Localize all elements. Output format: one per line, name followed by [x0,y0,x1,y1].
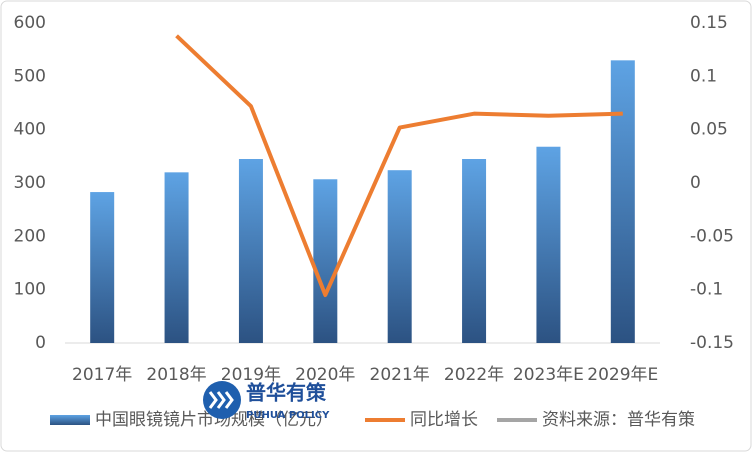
y-tick-label: 200 [14,226,46,246]
bar [164,172,189,343]
x-tick-label: 2023年E [513,365,584,385]
y2-tick-label: 0.1 [690,66,717,86]
bar [536,146,561,343]
bar [313,179,338,343]
y-tick-label: 300 [14,173,46,193]
bar [90,192,115,343]
x-tick-label: 2020年 [295,365,355,385]
y-tick-label: 400 [14,120,46,140]
logo-icon [203,381,241,419]
y-tick-label: 100 [14,280,46,300]
x-tick-label: 2022年 [444,365,504,385]
bar [238,159,263,343]
x-tick-label: 2029年E [587,365,658,385]
logo-icon-mark [208,391,234,409]
logo-title: 普华有策 [246,381,327,405]
y-tick-label: 0 [35,333,46,353]
x-tick-label: 2018年 [146,365,206,385]
legend-swatch [50,415,90,425]
y2-tick-label: 0.05 [690,120,728,140]
y-tick-label: 600 [14,13,46,33]
x-tick-label: 2017年 [72,365,132,385]
bar [387,170,412,343]
bar [462,159,487,343]
x-tick-label: 2019年 [221,365,281,385]
legend-label: 中国眼镜镜片市场规模（亿元） [95,410,333,430]
y2-tick-label: -0.05 [690,226,734,246]
line [175,34,623,297]
logo-subtitle: PUHUA POLICY [246,410,330,421]
bar [610,60,635,343]
legend-label: 资料来源：普华有策 [542,410,695,430]
y2-tick-label: 0 [690,173,701,193]
legend-label: 同比增长 [410,410,478,430]
y2-tick-label: -0.1 [690,280,723,300]
y-tick-label: 500 [14,66,46,86]
y2-tick-label: -0.15 [690,333,734,353]
y2-tick-label: 0.15 [690,13,728,33]
x-tick-label: 2021年 [370,365,430,385]
